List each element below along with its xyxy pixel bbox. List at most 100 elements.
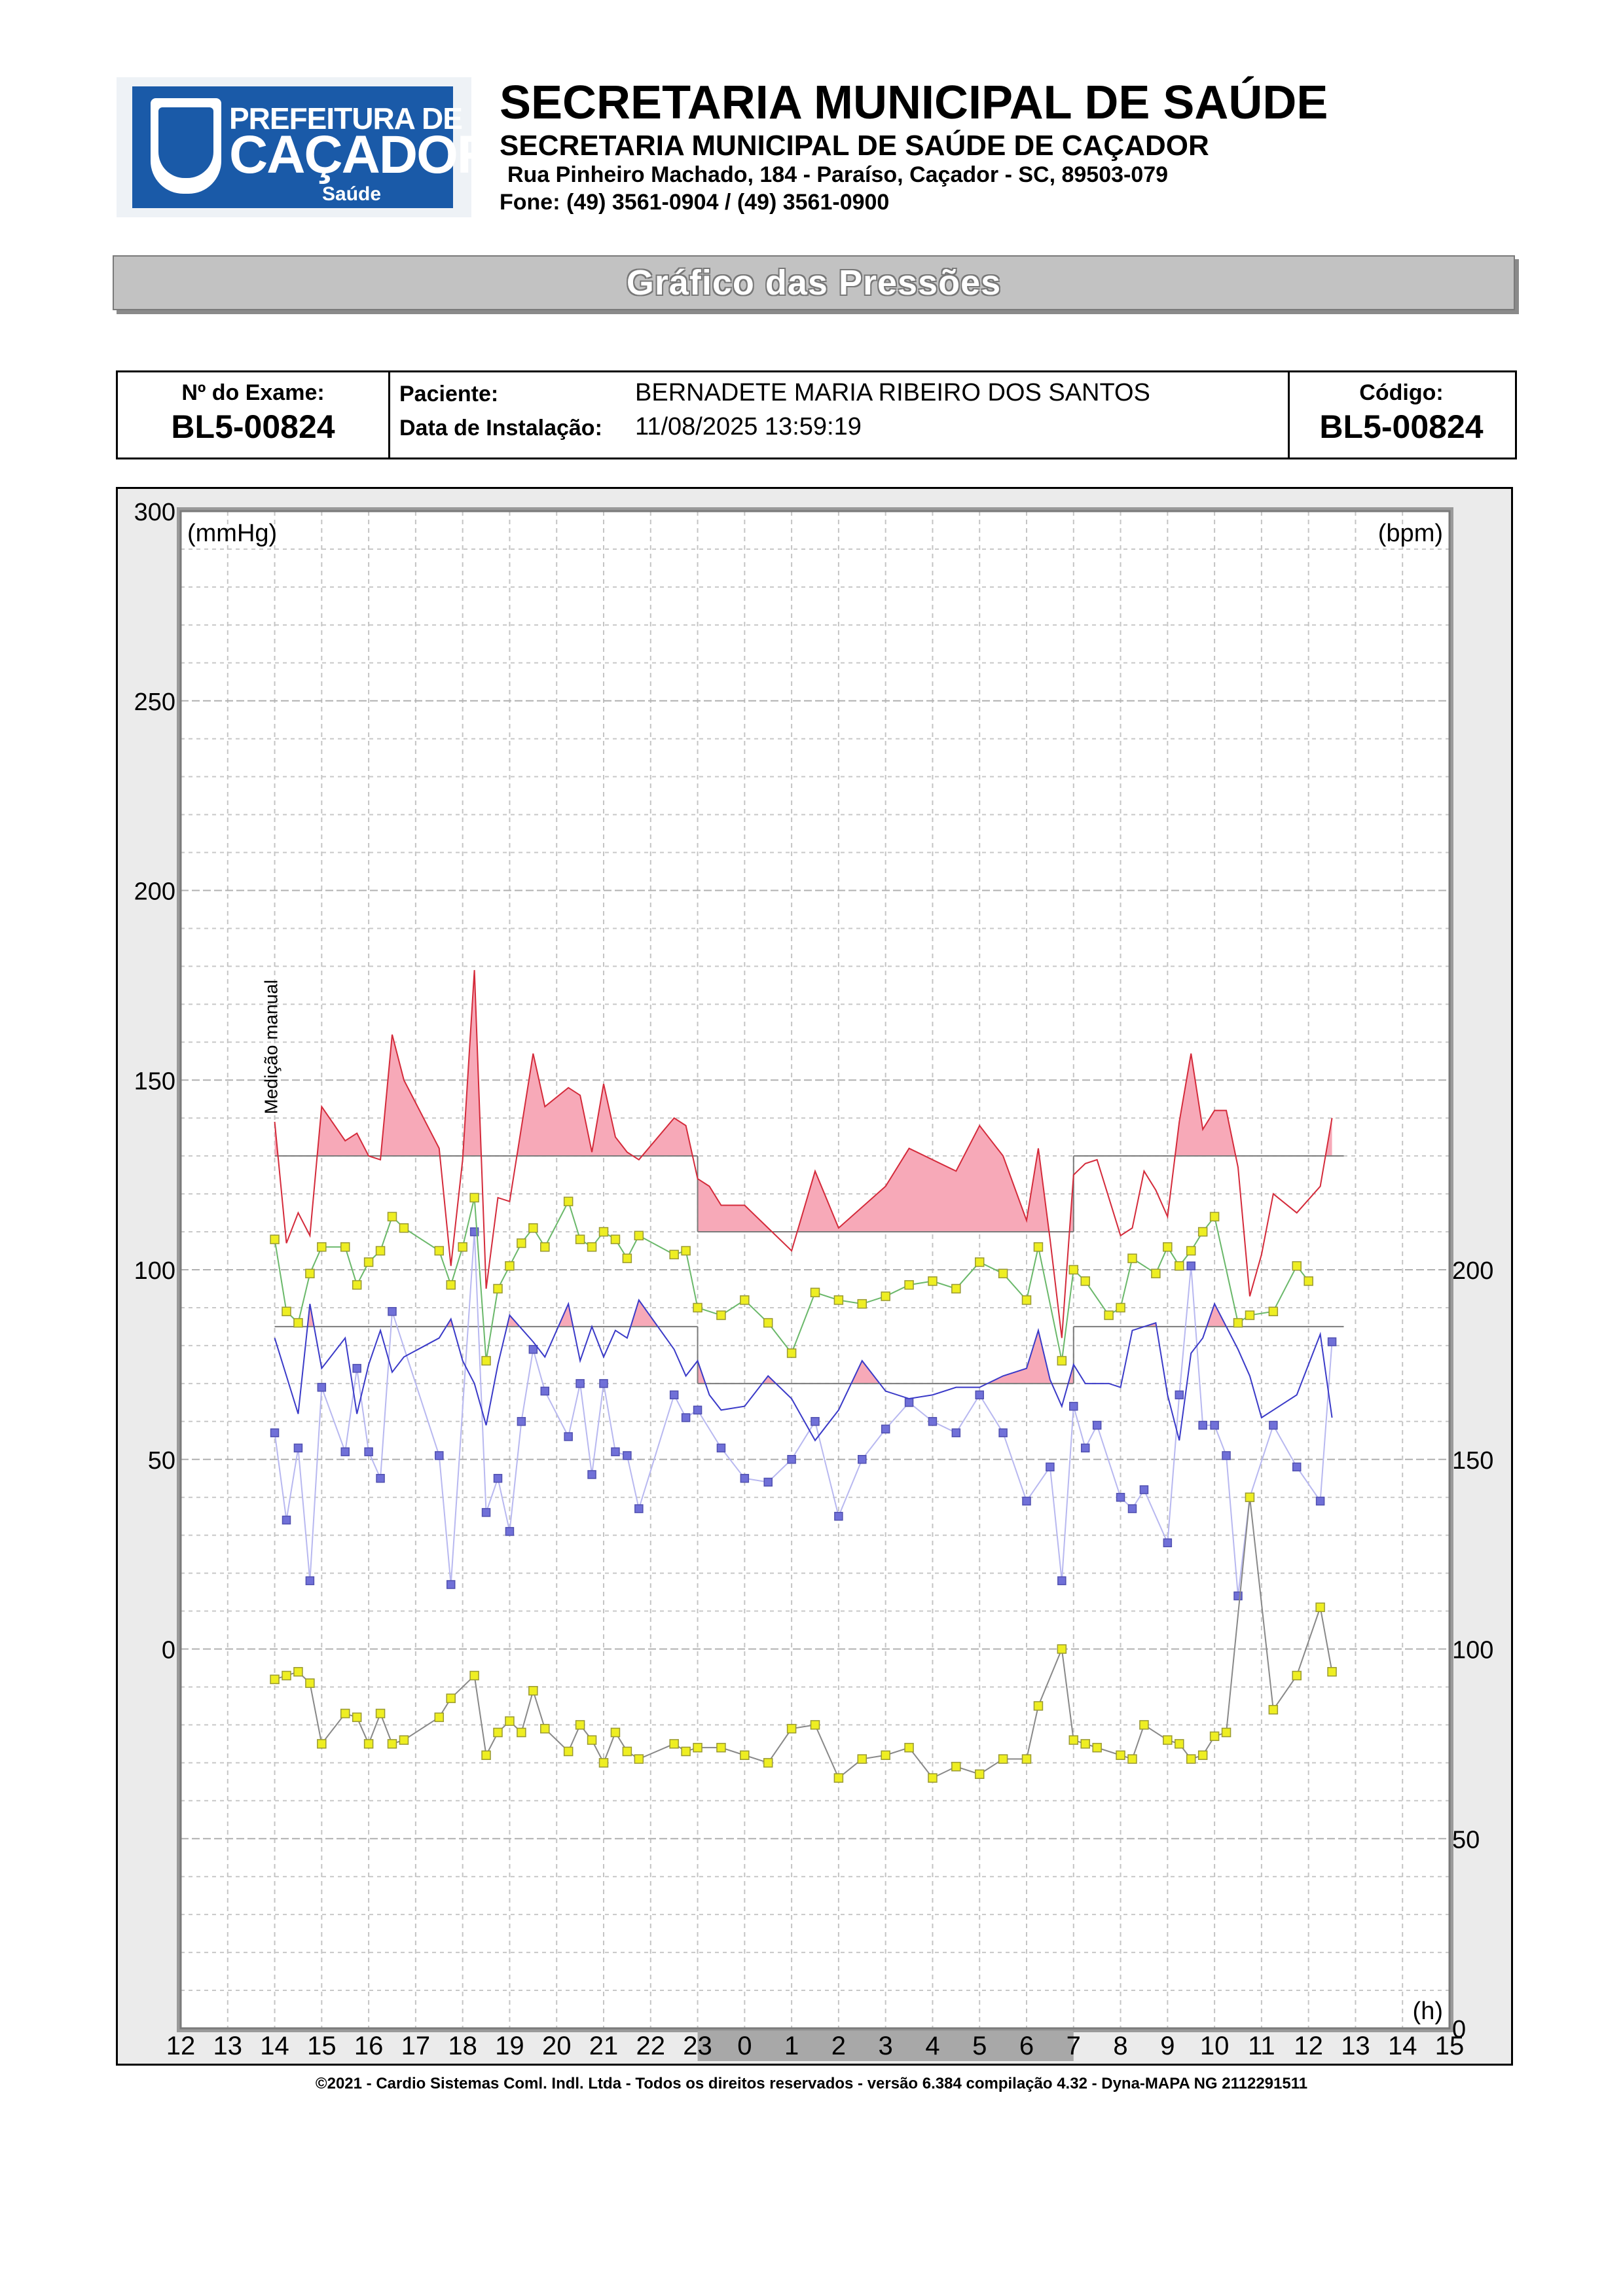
mean-pressure-point: [481, 1355, 491, 1366]
mean-pressure-point: [305, 1268, 315, 1279]
heart-rate-point: [693, 1742, 702, 1753]
exam-info-table: Nº do Exame: BL5-00824 Paciente: BERNADE…: [116, 370, 1517, 459]
mean-pressure-point: [375, 1246, 386, 1256]
sleep-period-band: [697, 2031, 1074, 2061]
mean-pressure-point: [998, 1268, 1008, 1279]
heart-rate-point: [1116, 1750, 1125, 1761]
pulse-pressure-point: [505, 1527, 515, 1536]
pulse-pressure-point: [564, 1432, 573, 1441]
mean-pressure-point: [1104, 1310, 1114, 1320]
mean-pressure-point: [352, 1280, 362, 1290]
mean-pressure-point: [1209, 1211, 1220, 1222]
mean-pressure-point: [598, 1227, 609, 1237]
mean-pressure-point: [857, 1299, 867, 1309]
x-axis-tick-label: 16: [354, 2032, 384, 2060]
header-address: Rua Pinheiro Machado, 184 - Paraíso, Caç…: [507, 162, 1169, 187]
mean-pressure-point: [1233, 1318, 1243, 1328]
pulse-pressure-point: [376, 1473, 385, 1483]
threshold-lines: [274, 1155, 1344, 1384]
left-axis-tick-label: 300: [134, 499, 175, 526]
heart-rate-point: [881, 1750, 890, 1761]
mean-pressure-point: [1175, 1261, 1184, 1271]
pulse-pressure-point: [1139, 1485, 1149, 1494]
heart-rate-point: [740, 1750, 750, 1761]
x-axis-tick-label: 22: [636, 2032, 666, 2060]
mean-pressure-point: [1033, 1242, 1044, 1252]
pulse-pressure-point: [282, 1515, 291, 1525]
right-axis-tick-label: 200: [1452, 1257, 1493, 1285]
right-axis-unit: (bpm): [1378, 520, 1443, 547]
heart-rate-point: [352, 1712, 362, 1723]
mean-pressure-point: [1197, 1227, 1208, 1237]
pulse-pressure-point: [1210, 1420, 1219, 1430]
mean-pressure-point: [1304, 1276, 1313, 1286]
x-axis-tick-label: 15: [307, 2032, 337, 2060]
patient-label: Paciente:: [399, 382, 499, 406]
heart-rate-point: [434, 1712, 445, 1723]
mean-pressure-point: [693, 1302, 702, 1313]
pulse-pressure-point: [787, 1455, 796, 1464]
logo-line-1: PREFEITURA DE: [229, 101, 463, 135]
mean-pressure-point: [1021, 1295, 1032, 1305]
pulse-pressure-point: [740, 1473, 750, 1483]
x-axis-tick-label: 6: [1019, 2032, 1034, 2060]
x-axis-tick-label: 11: [1248, 2032, 1275, 2060]
pulse-pressure-point: [1292, 1462, 1302, 1472]
pulse-pressure-point: [446, 1580, 456, 1589]
left-axis-tick-label: 100: [134, 1257, 175, 1285]
pulse-pressure-point: [611, 1447, 620, 1456]
mean-pressure-point: [1245, 1310, 1255, 1320]
pulse-pressure-point: [1092, 1420, 1102, 1430]
mean-pressure-point: [1292, 1261, 1302, 1271]
pulse-pressure-point: [1175, 1390, 1184, 1399]
heart-rate-point: [399, 1735, 409, 1745]
heart-rate-point: [598, 1758, 609, 1768]
heart-rate-point: [469, 1670, 479, 1681]
mean-pressure-point: [669, 1249, 679, 1260]
heart-rate-point: [763, 1758, 773, 1768]
heart-rate-point: [505, 1716, 515, 1726]
pulse-pressure-point: [1022, 1496, 1031, 1506]
mean-pressure-point: [928, 1276, 938, 1286]
x-axis-tick-label: 8: [1113, 2032, 1127, 2060]
mean-pressure-point: [904, 1280, 914, 1290]
x-axis-tick-label: 14: [1388, 2032, 1417, 2060]
mean-pressure-point: [517, 1238, 526, 1248]
prefeitura-logo: PREFEITURA DE CAÇADOR Saúde: [117, 77, 496, 217]
left-axis-tick-label: 150: [134, 1067, 175, 1095]
heart-rate-point: [481, 1750, 491, 1761]
heart-rate-point: [1315, 1602, 1325, 1613]
exam-number-label: Nº do Exame:: [181, 380, 325, 405]
code-label: Código:: [1359, 380, 1444, 405]
mean-pressure-point: [786, 1348, 797, 1358]
exam-number-value: BL5-00824: [171, 408, 335, 445]
heart-rate-point: [810, 1720, 820, 1730]
mean-pressure-point: [974, 1257, 985, 1267]
mean-pressure-point: [270, 1234, 280, 1244]
heart-rate-point: [1186, 1754, 1196, 1764]
pulse-pressure-point: [1127, 1504, 1137, 1513]
pulse-pressure-point: [834, 1511, 843, 1521]
mean-pressure-point: [1151, 1268, 1161, 1279]
x-axis-unit: (h): [1413, 1998, 1443, 2025]
mean-pressure-point: [610, 1234, 621, 1244]
heart-rate-point: [622, 1746, 632, 1757]
pulse-pressure-point: [1315, 1496, 1325, 1506]
pulse-pressure-point: [517, 1417, 526, 1426]
pulse-pressure-point: [998, 1428, 1008, 1437]
pulse-pressure-point: [904, 1398, 914, 1407]
mean-pressure-point: [1127, 1253, 1137, 1263]
mean-pressure-point: [317, 1242, 327, 1252]
pulse-pressure-point: [1222, 1451, 1231, 1460]
mean-pressure-point: [1080, 1276, 1090, 1286]
heart-rate-point: [1057, 1644, 1067, 1654]
x-axis-tick-label: 10: [1200, 2032, 1230, 2060]
mean-pressure-point: [434, 1246, 445, 1256]
pulse-pressure-point: [1269, 1420, 1278, 1430]
heart-rate-point: [1197, 1750, 1208, 1761]
mean-pressure-point: [622, 1253, 632, 1263]
x-axis-tick-label: 9: [1160, 2032, 1175, 2060]
heart-rate-point: [1327, 1667, 1337, 1677]
pulse-pressure-point: [693, 1405, 702, 1415]
pulse-pressure-point: [481, 1508, 491, 1517]
